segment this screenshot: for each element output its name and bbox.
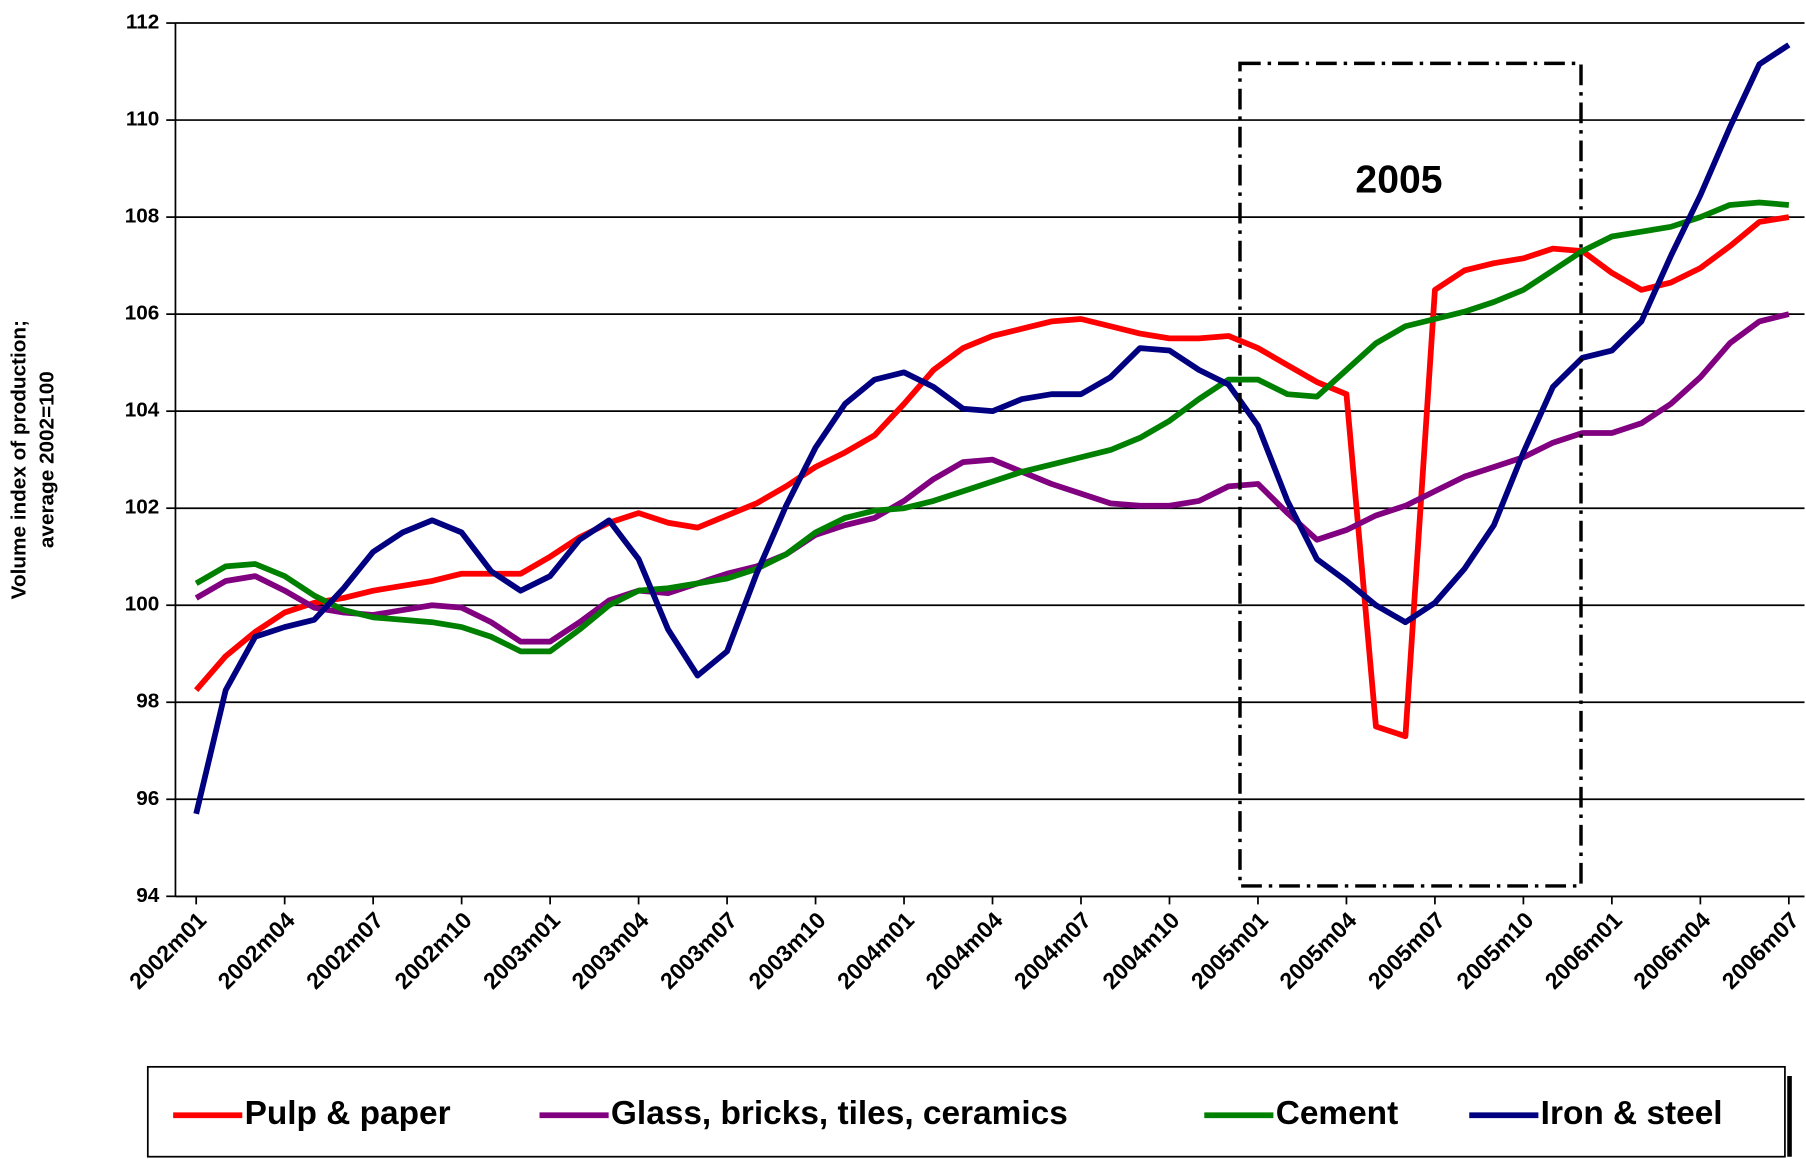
y-tick-label: 108 <box>125 205 160 228</box>
y-tick-label: 100 <box>125 593 160 616</box>
series-line <box>194 214 1790 740</box>
legend-label: Cement <box>1276 1095 1399 1132</box>
annotation: 2005 <box>1355 158 1442 201</box>
y-tick-label: 94 <box>136 884 160 907</box>
y-tick-label: 96 <box>136 787 159 810</box>
y-tick-label: 98 <box>136 690 159 713</box>
y-axis-label: average 2002=100 <box>35 371 58 548</box>
y-tick-label: 102 <box>125 496 160 519</box>
y-tick-label: 104 <box>125 399 160 422</box>
y-axis-label: Volume index of production; <box>8 320 31 599</box>
legend-label: Pulp & paper <box>245 1095 451 1132</box>
y-tick-label: 106 <box>125 302 160 325</box>
y-tick-label: 112 <box>126 11 159 34</box>
series-line <box>194 199 1790 655</box>
y-tick-label: 110 <box>126 108 159 131</box>
legend-box <box>146 1065 1786 1158</box>
highlight-box <box>1238 61 1583 888</box>
legend-label: Iron & steel <box>1541 1095 1723 1132</box>
legend-label: Glass, bricks, tiles, ceramics <box>611 1095 1068 1132</box>
series-line <box>193 42 1791 815</box>
